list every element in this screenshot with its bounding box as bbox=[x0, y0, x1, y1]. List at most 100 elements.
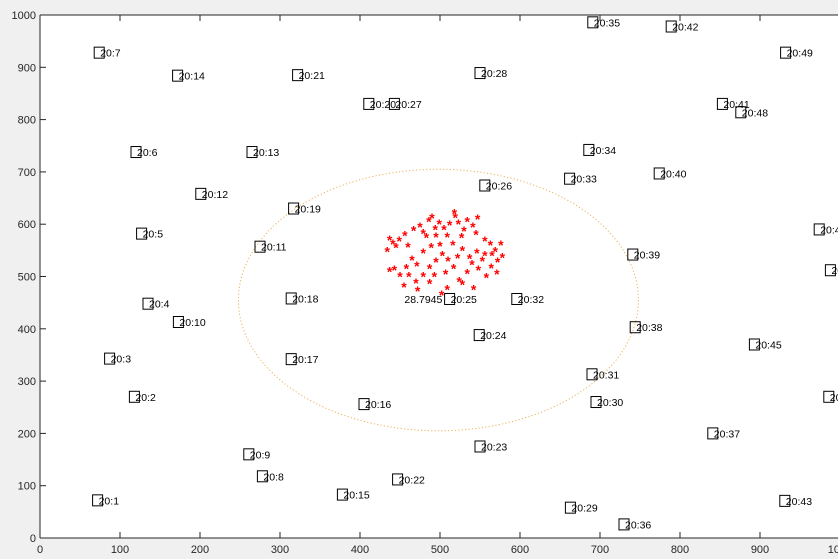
cluster-point: * bbox=[461, 223, 467, 239]
cluster-point: * bbox=[455, 250, 461, 266]
node-marker bbox=[92, 494, 104, 507]
node-label: 20:29 bbox=[571, 503, 597, 515]
cluster-point: * bbox=[488, 237, 494, 253]
node-label: 20:10 bbox=[179, 317, 205, 329]
node-marker bbox=[735, 106, 747, 119]
node-marker bbox=[128, 390, 140, 403]
node-label: 20:17 bbox=[292, 354, 318, 366]
y-tick-label: 300 bbox=[18, 376, 36, 388]
node-marker bbox=[779, 494, 791, 507]
node-marker bbox=[243, 448, 255, 461]
node-label: 20:15 bbox=[343, 490, 369, 502]
cluster-point: * bbox=[384, 243, 390, 259]
node-marker bbox=[93, 46, 105, 59]
cluster-point: * bbox=[498, 237, 504, 253]
node-marker bbox=[474, 440, 486, 453]
node-marker bbox=[256, 470, 268, 483]
y-tick-label: 400 bbox=[18, 324, 36, 336]
cluster-point: * bbox=[397, 269, 403, 285]
node-label: 20:18 bbox=[292, 293, 318, 305]
node-marker bbox=[780, 46, 792, 59]
cluster-point: * bbox=[464, 265, 470, 281]
cluster-point: * bbox=[464, 214, 470, 230]
node-marker bbox=[473, 329, 485, 342]
range-circle bbox=[237, 168, 639, 432]
node-marker bbox=[363, 97, 375, 110]
node-label: 20:45 bbox=[755, 339, 781, 351]
cluster-point: * bbox=[456, 216, 462, 232]
x-tick-label: 900 bbox=[751, 544, 769, 556]
x-tick-label: 600 bbox=[511, 544, 529, 556]
plot-area: 20:1 20:2 20:3 20:4 20:5 20:6 20:7 20:8 20:9 20:1… bbox=[92, 16, 838, 531]
node-label: 20:34 bbox=[590, 145, 616, 157]
node-marker bbox=[104, 352, 116, 365]
x-tick-label: 400 bbox=[351, 544, 369, 556]
y-tick-label: 800 bbox=[18, 115, 36, 127]
node-label: 20:40 bbox=[660, 168, 686, 180]
node-label: 20:21 bbox=[299, 70, 325, 82]
x-tick-label: 1000 bbox=[828, 544, 838, 556]
node-label: 20:39 bbox=[634, 250, 660, 262]
cluster-point: * bbox=[471, 282, 477, 298]
node-marker bbox=[254, 240, 266, 253]
cluster-point: * bbox=[390, 236, 396, 252]
y-tick-label: 500 bbox=[18, 272, 36, 284]
node-label: 20:8 bbox=[263, 471, 284, 483]
node-marker bbox=[511, 292, 523, 305]
node-label: 20:27 bbox=[395, 99, 421, 111]
cluster-point: * bbox=[456, 274, 462, 290]
cluster-point: * bbox=[420, 269, 426, 285]
node-label: 20:30 bbox=[597, 397, 623, 409]
node-marker bbox=[564, 501, 576, 514]
x-tick-label: 100 bbox=[111, 544, 129, 556]
cluster-point: * bbox=[460, 242, 466, 258]
cluster-point: * bbox=[444, 229, 450, 245]
cluster-point: * bbox=[406, 269, 412, 285]
node-marker bbox=[627, 248, 639, 261]
cluster-point: * bbox=[420, 226, 426, 242]
cluster-point: * bbox=[482, 233, 488, 249]
cluster-point: * bbox=[429, 210, 435, 226]
cluster-point: * bbox=[450, 237, 456, 253]
node-label: 20:9 bbox=[250, 449, 271, 461]
y-tick-label: 900 bbox=[18, 62, 36, 74]
cluster-point: * bbox=[492, 243, 498, 259]
cluster-point: * bbox=[476, 262, 482, 278]
node-marker bbox=[336, 488, 348, 501]
node-marker bbox=[653, 167, 665, 180]
y-tick-label: 1000 bbox=[12, 10, 36, 22]
cluster-point: * bbox=[428, 240, 434, 256]
node-label: 20:16 bbox=[365, 399, 391, 411]
node-label: 20:43 bbox=[786, 496, 812, 508]
cluster-point: * bbox=[443, 266, 449, 282]
node-label: 20:23 bbox=[481, 441, 507, 453]
cluster-point: * bbox=[470, 219, 476, 235]
x-tick-label: 500 bbox=[431, 544, 449, 556]
node-label: 20:36 bbox=[625, 519, 651, 531]
node-marker bbox=[479, 179, 491, 192]
cluster-point: * bbox=[444, 282, 450, 298]
cluster-point: * bbox=[426, 214, 432, 230]
cluster-point: * bbox=[475, 211, 481, 227]
cluster-point: * bbox=[413, 275, 419, 291]
cluster-point: * bbox=[452, 206, 458, 222]
cluster-point: * bbox=[402, 228, 408, 244]
node-marker bbox=[246, 146, 258, 159]
node-label: 20:2 bbox=[135, 392, 156, 404]
node-label: 20:7 bbox=[100, 48, 121, 60]
cluster-point: * bbox=[396, 233, 402, 249]
node-marker bbox=[824, 264, 836, 277]
cluster-point: * bbox=[445, 253, 451, 269]
node-marker bbox=[823, 390, 835, 403]
node-label: 20:38 bbox=[636, 322, 662, 334]
cluster-point: * bbox=[439, 287, 445, 303]
cluster-point: * bbox=[404, 261, 410, 277]
cluster-point: * bbox=[427, 261, 433, 277]
node-label: 20:13 bbox=[253, 147, 279, 159]
node-label: 20:3 bbox=[111, 354, 132, 366]
node-marker bbox=[172, 69, 184, 82]
cluster-point: * bbox=[467, 251, 473, 267]
y-tick-label: 0 bbox=[30, 533, 36, 545]
node-marker bbox=[444, 292, 456, 305]
